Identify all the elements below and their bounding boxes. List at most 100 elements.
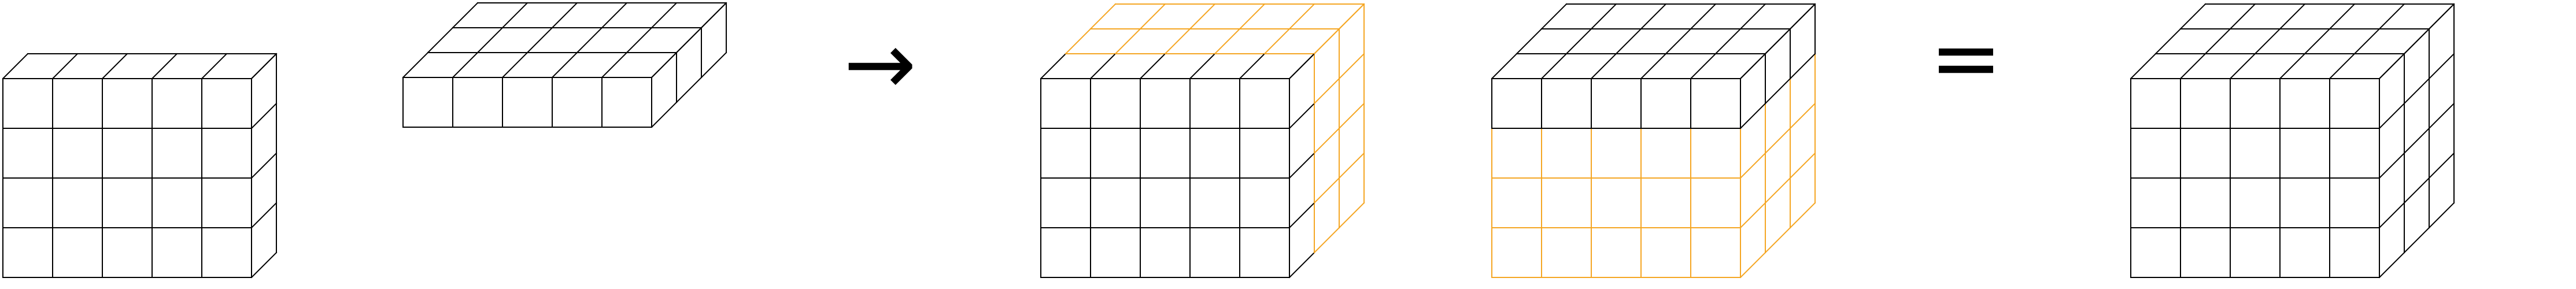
side-edge (1313, 227, 1340, 254)
top-edge (651, 2, 678, 29)
arrow-symbol: → (844, 14, 916, 114)
top-edge (1040, 53, 1067, 80)
side-edge (1739, 251, 1766, 279)
side-edge (1764, 28, 1791, 55)
side-edge (1764, 177, 1791, 204)
side-edge (2403, 28, 2430, 55)
top-edge (201, 53, 228, 80)
top-edge (427, 27, 454, 54)
side-edge (2428, 3, 2455, 30)
top-edge (1164, 28, 1191, 55)
top-edge (2, 53, 29, 80)
top-edge (1690, 53, 1717, 80)
top-edge (452, 2, 479, 29)
side-edge (1288, 251, 1315, 279)
block-flat-slab (402, 2, 727, 128)
side-edge (1789, 202, 1816, 229)
top-edge (101, 53, 128, 80)
top-edge (1739, 3, 1766, 30)
top-edge (501, 51, 528, 79)
side-edge (2378, 251, 2405, 279)
side-edge (2378, 202, 2405, 229)
side-edge (250, 152, 278, 179)
side-edge (2428, 202, 2455, 229)
side-edge (700, 51, 727, 79)
top-edge (2329, 53, 2356, 80)
top-edge (601, 2, 628, 29)
top-edge (1089, 53, 1117, 80)
top-edge (2279, 53, 2306, 80)
top-edge (501, 2, 528, 29)
side-edge (1739, 53, 1766, 80)
side-edge (1338, 152, 1365, 179)
top-edge (551, 2, 578, 29)
side-edge (1338, 3, 1365, 30)
top-edge (1615, 28, 1642, 55)
top-edge (2304, 28, 2331, 55)
top-edge (1565, 28, 1592, 55)
top-edge (2353, 28, 2381, 55)
top-edge (1516, 28, 1543, 55)
top-edge (1690, 3, 1717, 30)
top-edge (151, 53, 178, 80)
side-edge (1789, 3, 1816, 30)
side-edge (651, 51, 678, 79)
top-edge (1263, 28, 1291, 55)
side-edge (1789, 152, 1816, 179)
side-edge (250, 102, 278, 129)
top-edge (1239, 3, 1266, 30)
side-edge (651, 101, 678, 128)
top-edge (2179, 3, 2207, 30)
top-edge (1540, 53, 1568, 80)
block-result-cube (2130, 3, 2455, 279)
top-edge (1665, 28, 1692, 55)
side-edge (1338, 53, 1365, 80)
equals-symbol: = (1930, 8, 2002, 109)
top-edge (1491, 53, 1518, 80)
side-edge (1288, 53, 1315, 80)
side-edge (1764, 77, 1791, 105)
top-edge (2204, 28, 2231, 55)
block-front-cube-with-ghost-back (1040, 3, 1365, 279)
side-edge (1739, 102, 1766, 129)
top-edge (2329, 3, 2356, 30)
top-edge (2154, 28, 2182, 55)
top-edge (1139, 3, 1166, 30)
side-edge (250, 53, 278, 80)
top-edge (576, 27, 603, 54)
side-edge (250, 251, 278, 279)
side-edge (1288, 152, 1315, 179)
top-edge (1189, 3, 1216, 30)
side-edge (675, 76, 703, 103)
side-edge (1764, 227, 1791, 254)
top-edge (1590, 53, 1617, 80)
side-edge (1313, 28, 1340, 55)
side-edge (1789, 102, 1816, 129)
top-edge (1089, 3, 1117, 30)
side-edge (2378, 53, 2405, 80)
top-edge (1288, 3, 1315, 30)
side-edge (2403, 127, 2430, 154)
side-edge (1288, 202, 1315, 229)
side-edge (2378, 102, 2405, 129)
side-edge (1313, 177, 1340, 204)
side-edge (1338, 102, 1365, 129)
side-edge (1313, 127, 1340, 154)
top-edge (402, 51, 429, 79)
side-edge (1338, 202, 1365, 229)
block-full-cube (2, 53, 278, 279)
top-edge (1540, 3, 1568, 30)
side-edge (1789, 53, 1816, 80)
top-edge (2179, 53, 2207, 80)
top-edge (1114, 28, 1141, 55)
side-edge (1764, 127, 1791, 154)
side-edge (675, 27, 703, 54)
side-edge (1313, 77, 1340, 105)
top-edge (2279, 3, 2306, 30)
top-edge (1065, 28, 1092, 55)
top-edge (1714, 28, 1742, 55)
side-edge (1739, 202, 1766, 229)
top-edge (452, 51, 479, 79)
top-edge (2254, 28, 2281, 55)
